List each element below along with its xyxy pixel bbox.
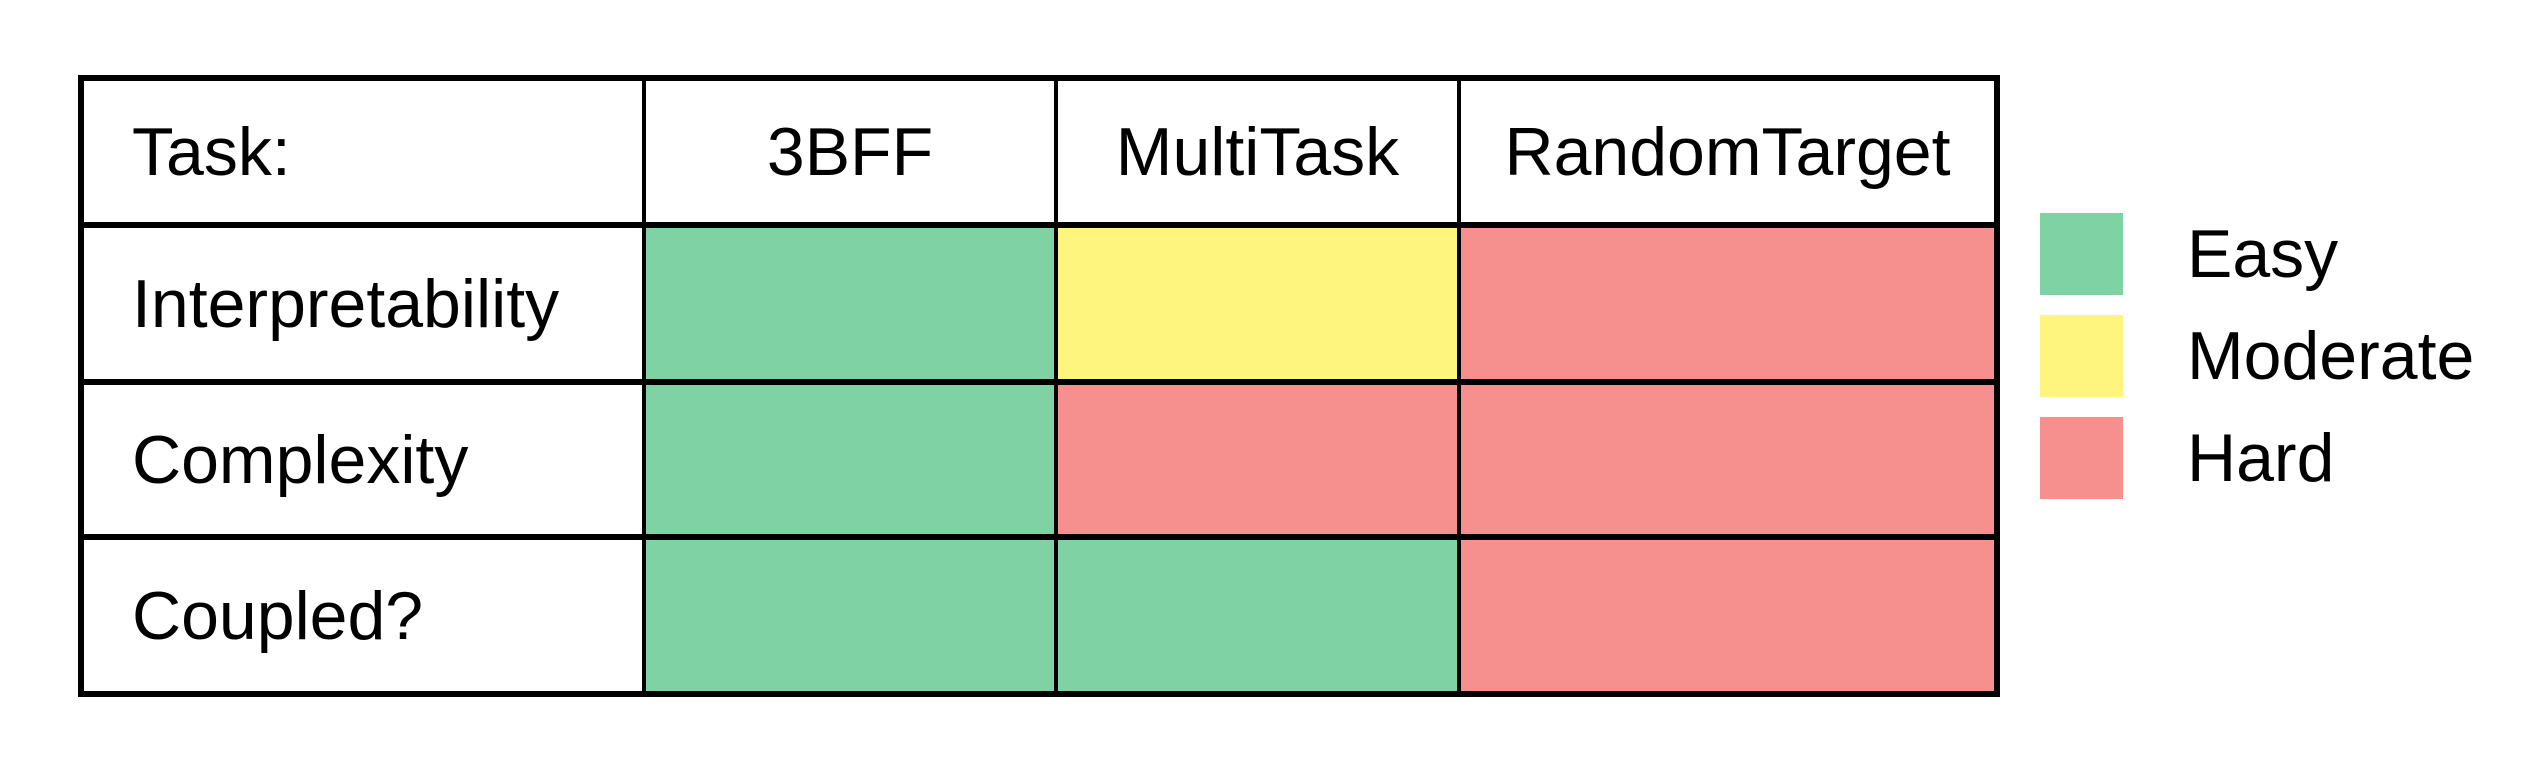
legend-item-hard: Hard xyxy=(2040,417,2474,499)
row-label-complexity: Complexity xyxy=(84,385,642,534)
cell-coupled-multitask xyxy=(1058,540,1457,691)
row-label-coupled: Coupled? xyxy=(84,540,642,691)
legend-item-moderate: Moderate xyxy=(2040,315,2474,397)
legend-label-hard: Hard xyxy=(2187,420,2335,496)
cell-coupled-3bff xyxy=(646,540,1054,691)
easy-swatch xyxy=(2040,213,2123,295)
moderate-swatch xyxy=(2040,315,2123,397)
legend-label-moderate: Moderate xyxy=(2187,318,2475,394)
legend-label-easy: Easy xyxy=(2187,216,2339,292)
row-label-interpretability: Interpretability xyxy=(84,228,642,379)
cell-complexity-randomtarget xyxy=(1461,385,1994,534)
cell-interpretability-multitask xyxy=(1058,228,1457,379)
task-difficulty-table: Task: 3BFF MultiTask RandomTarget Interp… xyxy=(78,75,2000,697)
cell-complexity-3bff xyxy=(646,385,1054,534)
table-header-task: Task: xyxy=(84,81,642,222)
table-header-3bff: 3BFF xyxy=(646,81,1054,222)
table-header-randomtarget: RandomTarget xyxy=(1461,81,1994,222)
legend-item-easy: Easy xyxy=(2040,213,2474,295)
difficulty-legend: Easy Moderate Hard xyxy=(2040,213,2474,499)
cell-interpretability-3bff xyxy=(646,228,1054,379)
table-header-multitask: MultiTask xyxy=(1058,81,1457,222)
cell-interpretability-randomtarget xyxy=(1461,228,1994,379)
hard-swatch xyxy=(2040,417,2123,499)
cell-coupled-randomtarget xyxy=(1461,540,1994,691)
cell-complexity-multitask xyxy=(1058,385,1457,534)
